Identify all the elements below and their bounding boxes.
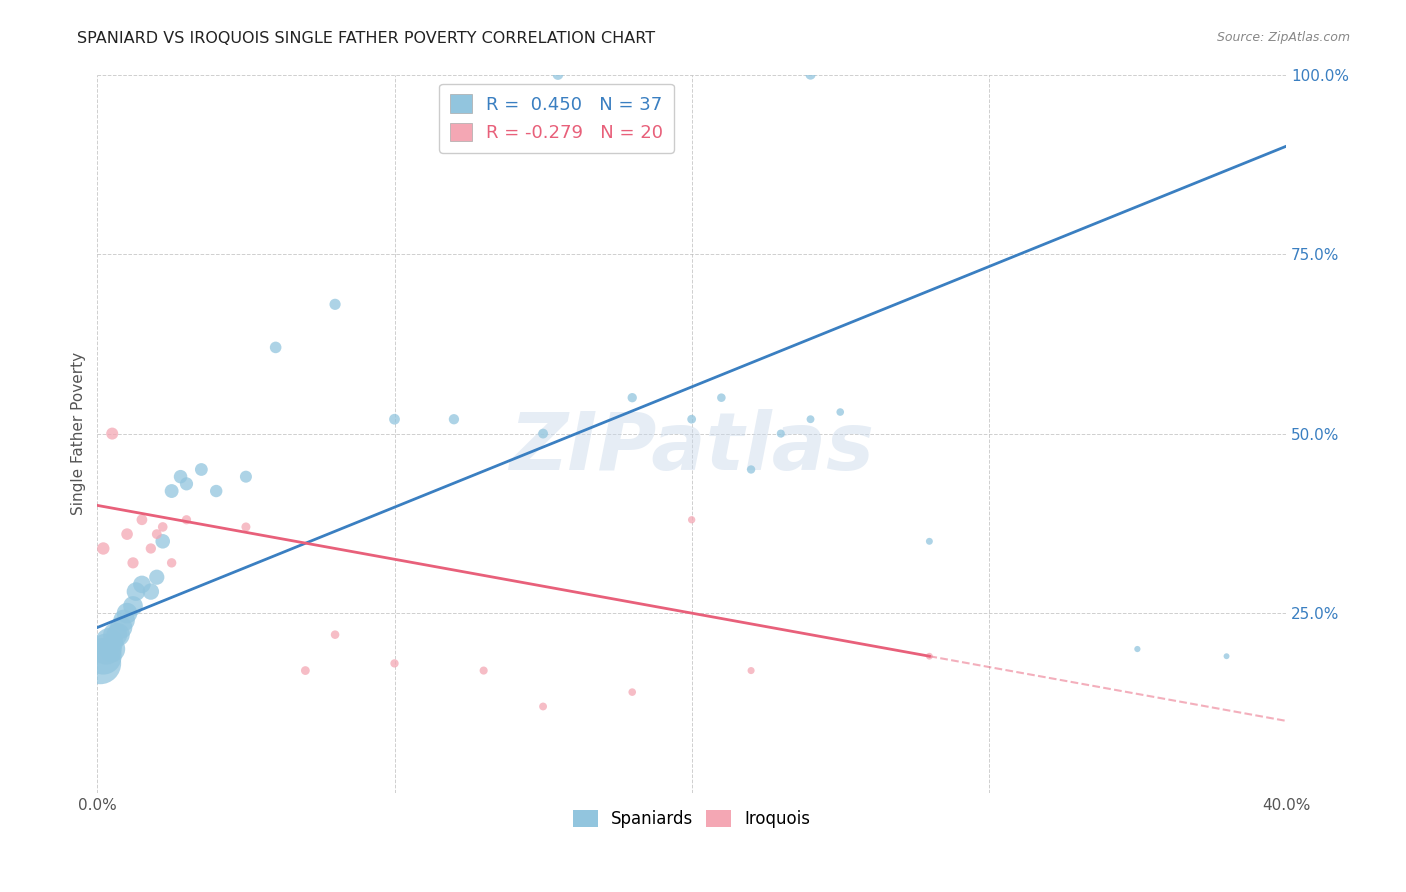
Point: [101, 642, 124, 657]
Point: [621, 391, 644, 405]
Point: [531, 699, 554, 714]
Point: [205, 483, 228, 498]
Point: [122, 599, 145, 613]
Point: [190, 462, 212, 476]
Text: SPANIARD VS IROQUOIS SINGLE FATHER POVERTY CORRELATION CHART: SPANIARD VS IROQUOIS SINGLE FATHER POVER…: [77, 31, 655, 46]
Point: [769, 426, 792, 441]
Point: [710, 391, 733, 405]
Point: [98, 635, 121, 649]
Point: [152, 520, 174, 534]
Point: [146, 570, 169, 584]
Point: [235, 520, 257, 534]
Point: [131, 513, 153, 527]
Point: [160, 556, 183, 570]
Point: [294, 664, 316, 678]
Point: [152, 534, 174, 549]
Point: [115, 606, 138, 620]
Point: [125, 584, 148, 599]
Point: [740, 664, 762, 678]
Point: [235, 469, 257, 483]
Point: [621, 685, 644, 699]
Point: [1126, 642, 1149, 657]
Point: [918, 649, 941, 664]
Point: [91, 541, 114, 556]
Point: [131, 577, 153, 591]
Point: [547, 68, 569, 82]
Y-axis label: Single Father Poverty: Single Father Poverty: [72, 352, 86, 516]
Point: [169, 469, 191, 483]
Point: [101, 426, 124, 441]
Point: [323, 297, 346, 311]
Point: [110, 620, 132, 634]
Point: [176, 476, 198, 491]
Point: [139, 541, 162, 556]
Text: ZIPatlas: ZIPatlas: [509, 409, 875, 487]
Legend: Spaniards, Iroquois: Spaniards, Iroquois: [565, 803, 817, 835]
Point: [139, 584, 162, 599]
Point: [323, 628, 346, 642]
Point: [176, 513, 198, 527]
Point: [264, 340, 287, 354]
Point: [799, 68, 821, 82]
Point: [740, 462, 762, 476]
Text: Source: ZipAtlas.com: Source: ZipAtlas.com: [1216, 31, 1350, 45]
Point: [384, 657, 406, 671]
Point: [472, 664, 495, 678]
Point: [531, 426, 554, 441]
Point: [115, 527, 138, 541]
Point: [799, 412, 821, 426]
Point: [1215, 649, 1237, 664]
Point: [918, 534, 941, 549]
Point: [830, 405, 852, 419]
Point: [91, 649, 114, 664]
Point: [681, 513, 703, 527]
Point: [112, 613, 135, 627]
Point: [96, 642, 118, 657]
Point: [443, 412, 465, 426]
Point: [122, 556, 145, 570]
Point: [160, 483, 183, 498]
Point: [104, 628, 127, 642]
Point: [384, 412, 406, 426]
Point: [146, 527, 169, 541]
Point: [107, 628, 129, 642]
Point: [681, 412, 703, 426]
Point: [89, 657, 111, 671]
